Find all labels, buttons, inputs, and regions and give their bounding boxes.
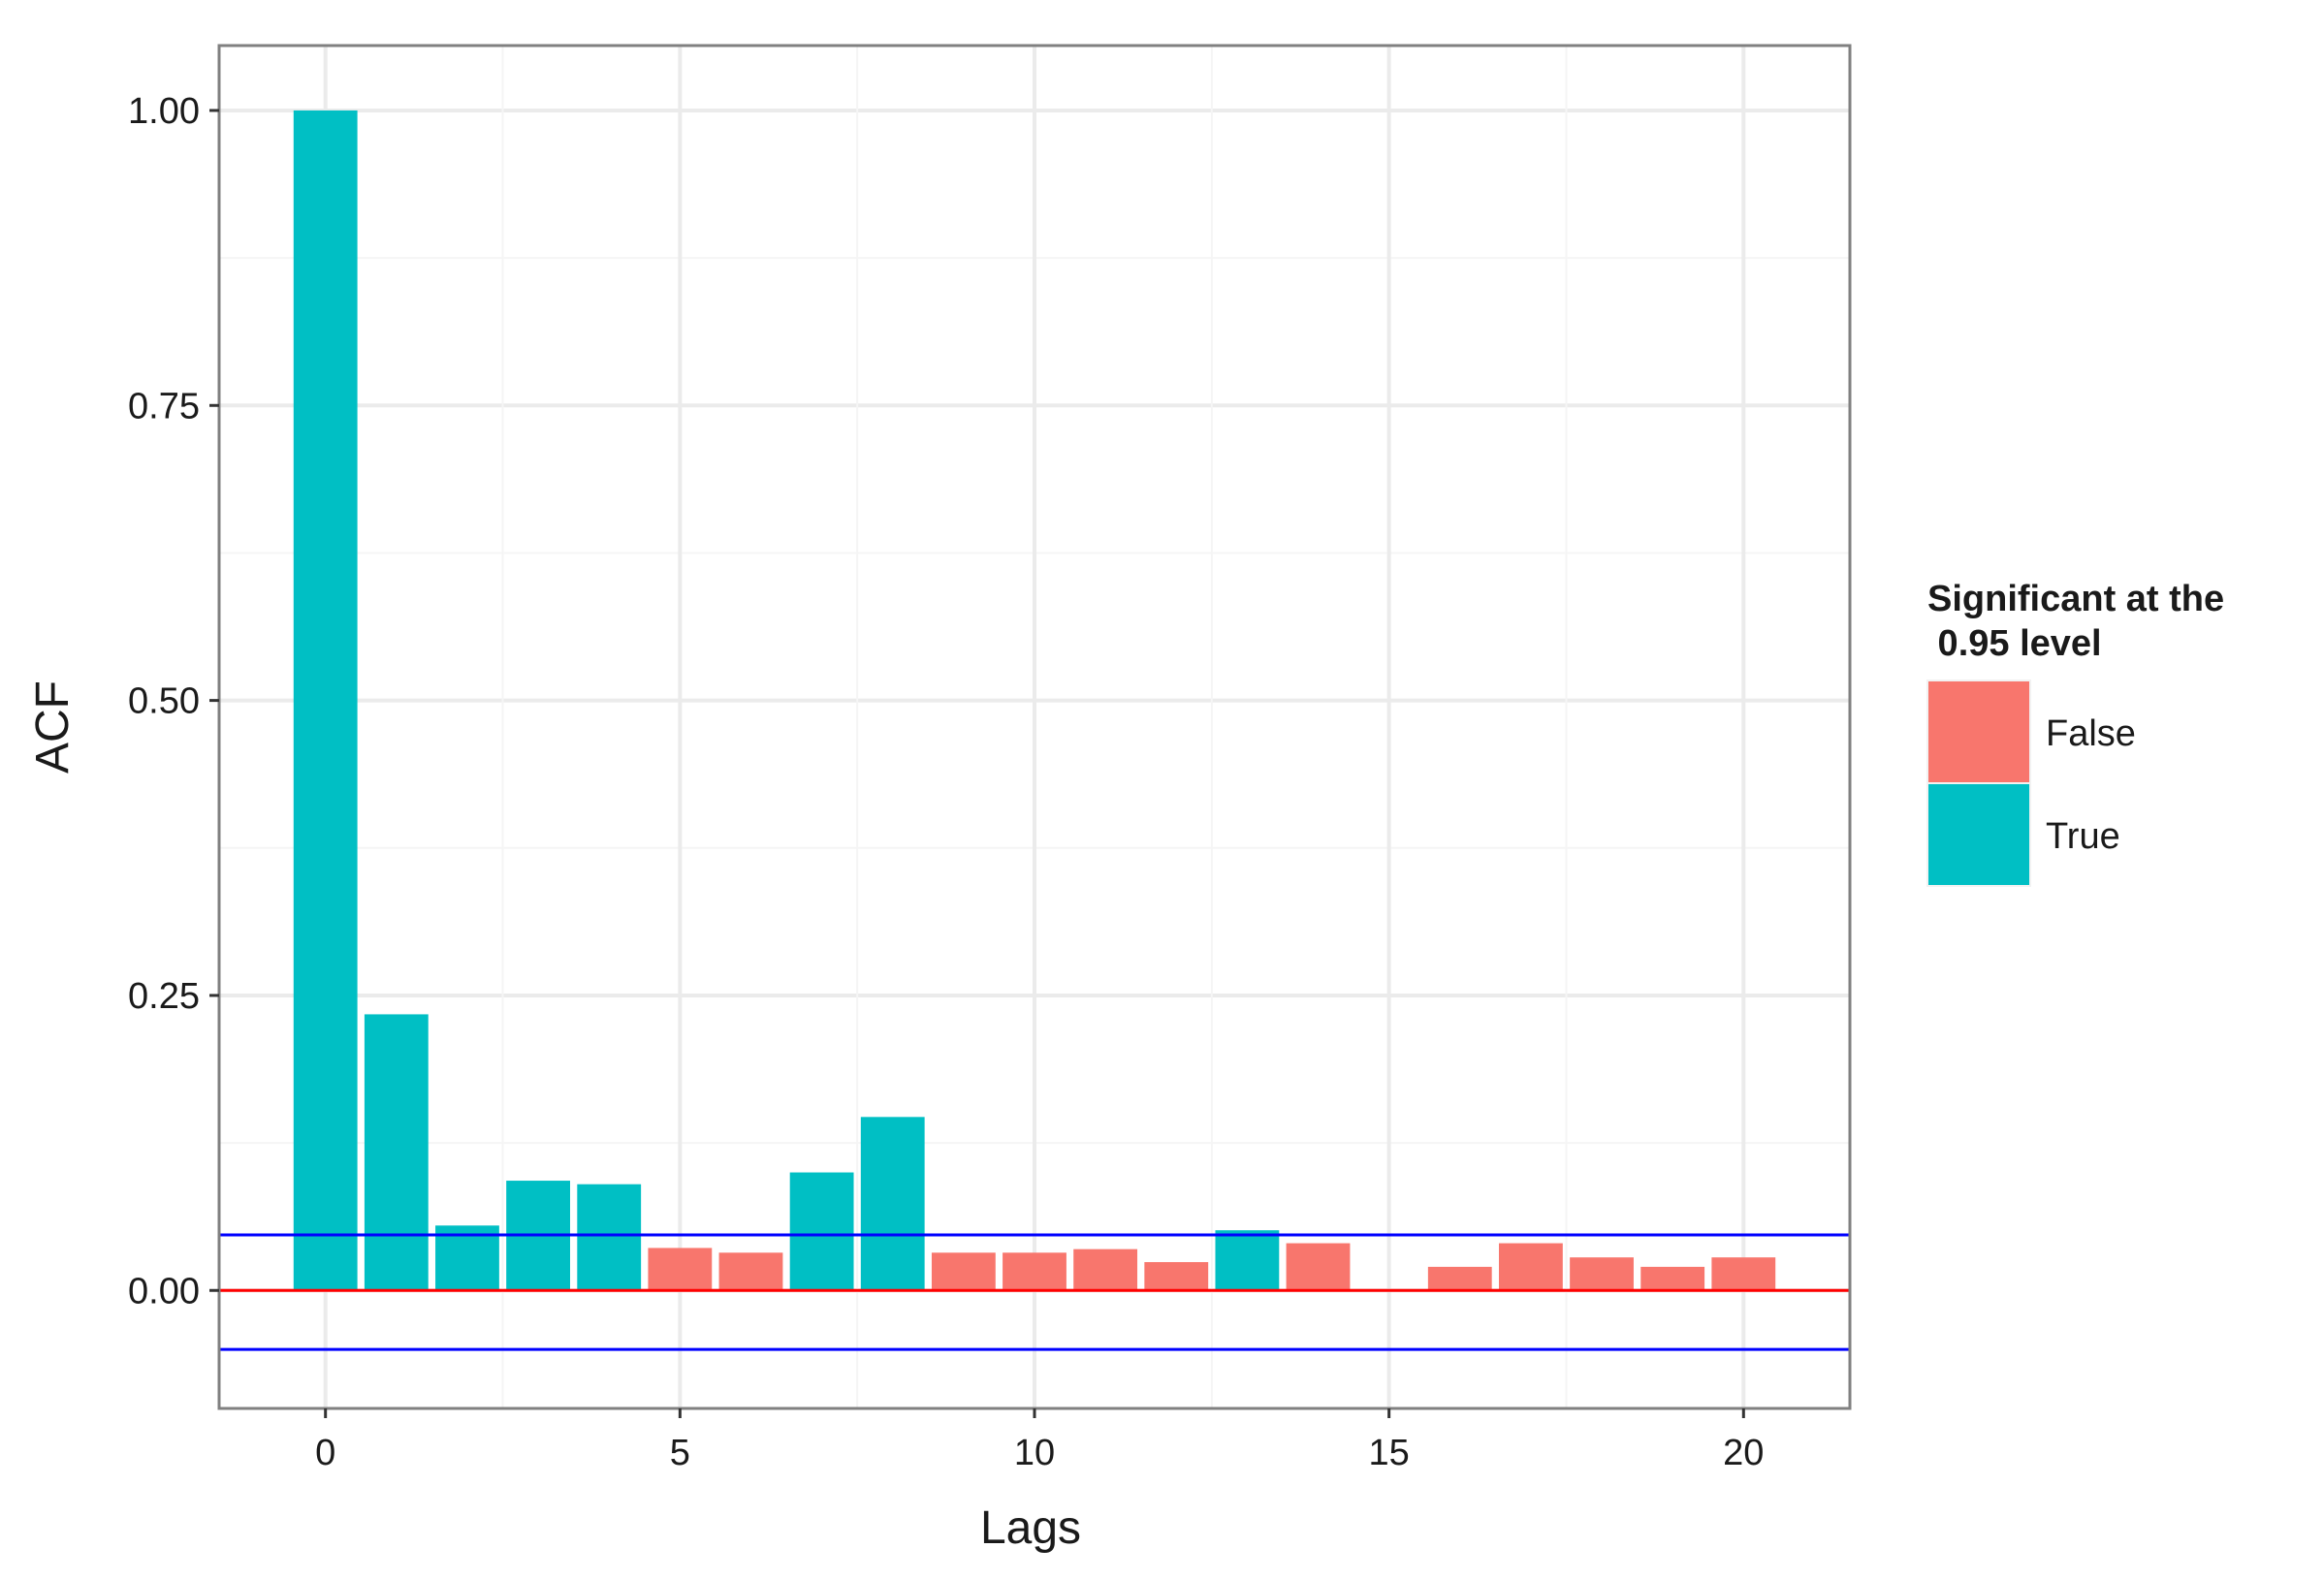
bar-lag-14 bbox=[1286, 1243, 1351, 1291]
bar-lag-20 bbox=[1711, 1257, 1776, 1291]
x-axis: 0 5 10 15 20 bbox=[315, 1408, 1764, 1473]
bar-lag-12 bbox=[1144, 1262, 1209, 1291]
bar-lag-6 bbox=[718, 1252, 783, 1291]
bar-lag-13 bbox=[1215, 1230, 1280, 1291]
y-tick-label: 0.50 bbox=[128, 681, 200, 722]
bar-lag-4 bbox=[577, 1184, 642, 1291]
bar-lag-19 bbox=[1640, 1266, 1705, 1291]
x-tick-label: 20 bbox=[1723, 1433, 1764, 1473]
x-tick-label: 0 bbox=[315, 1433, 335, 1473]
legend-items: False True bbox=[1926, 679, 2136, 887]
legend-title-line1: Significant at the bbox=[1927, 579, 2224, 619]
legend-key-false bbox=[1926, 679, 2031, 784]
bars bbox=[293, 110, 1776, 1291]
x-axis-title: Lags bbox=[980, 1502, 1081, 1554]
y-axis: 0.00 0.25 0.50 0.75 1.00 bbox=[128, 91, 219, 1311]
reference-lines bbox=[219, 1233, 1850, 1351]
legend-label-false: False bbox=[2046, 713, 2136, 754]
y-tick-label: 1.00 bbox=[128, 91, 200, 132]
bar-lag-5 bbox=[648, 1248, 713, 1291]
x-tick-label: 5 bbox=[670, 1433, 690, 1473]
y-tick-label: 0.75 bbox=[128, 386, 200, 427]
bar-lag-8 bbox=[860, 1117, 925, 1291]
legend-key-true bbox=[1926, 782, 2031, 887]
y-tick-label: 0.25 bbox=[128, 976, 200, 1017]
bar-lag-9 bbox=[931, 1252, 996, 1291]
x-tick-label: 10 bbox=[1014, 1433, 1055, 1473]
legend-title-line2: 0.95 level bbox=[1927, 623, 2102, 664]
bar-lag-0 bbox=[293, 110, 358, 1291]
bar-lag-11 bbox=[1073, 1248, 1138, 1291]
bar-lag-17 bbox=[1499, 1243, 1563, 1291]
bar-lag-10 bbox=[1003, 1252, 1066, 1291]
y-axis-title: ACF bbox=[27, 680, 79, 774]
bar-lag-1 bbox=[364, 1014, 429, 1291]
x-tick-label: 15 bbox=[1369, 1433, 1410, 1473]
plot-panel bbox=[217, 44, 1852, 1410]
y-tick-label: 0.00 bbox=[128, 1271, 200, 1311]
legend: Significant at the 0.95 level False True bbox=[1926, 579, 2224, 887]
bar-lag-7 bbox=[789, 1172, 854, 1291]
bar-lag-18 bbox=[1570, 1257, 1634, 1291]
grid bbox=[219, 46, 1850, 1408]
legend-label-true: True bbox=[2046, 816, 2120, 857]
bar-lag-16 bbox=[1427, 1266, 1492, 1291]
